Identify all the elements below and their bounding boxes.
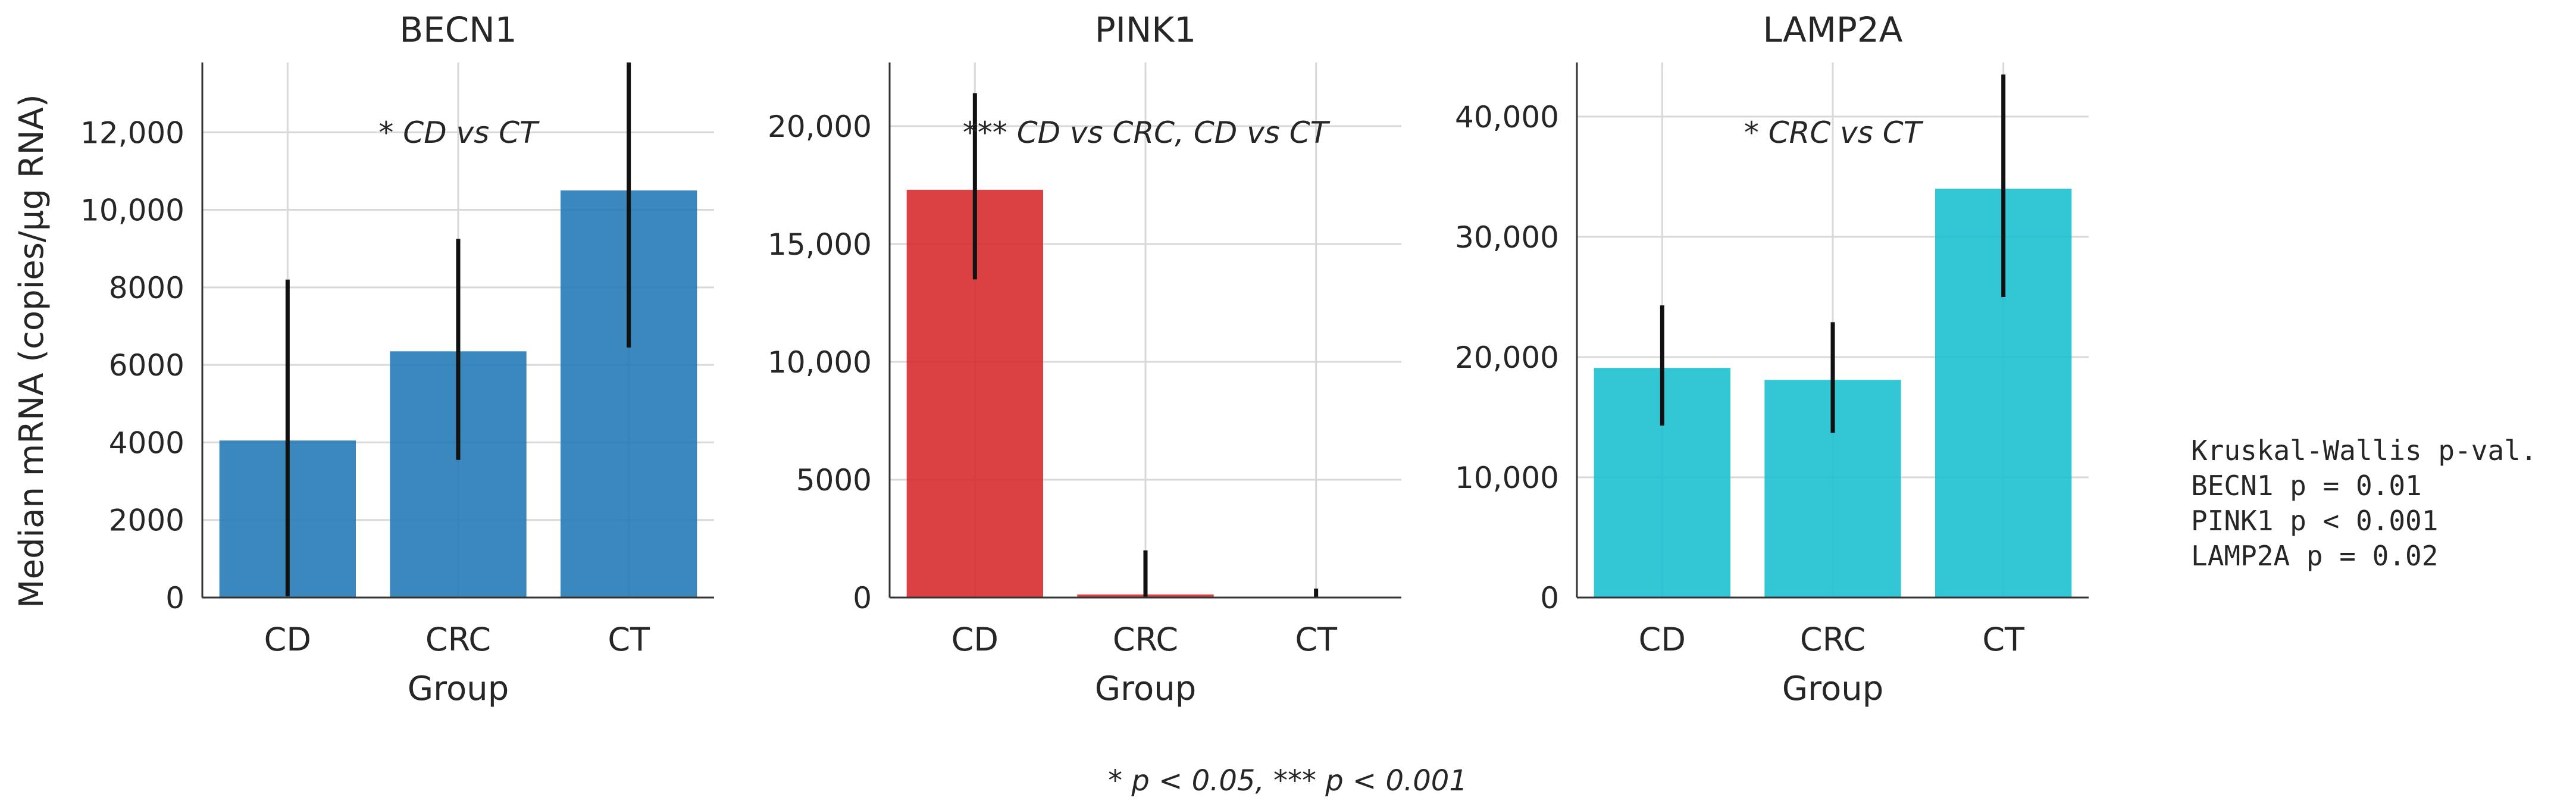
x-tick-label: CD <box>264 621 311 658</box>
y-tick-label: 30,000 <box>1455 220 1559 255</box>
significance-annotation: * CRC vs CT <box>1744 115 1924 150</box>
stats-box: Kruskal-Wallis p-val. BECN1 p = 0.01 PIN… <box>2191 434 2537 572</box>
footnote: * p < 0.05, *** p < 0.001 <box>1108 764 1467 798</box>
x-tick-label: CD <box>951 621 999 658</box>
panel-lamp2a: 0 10,000 20,000 30,000 40,000 CD CRC CT Group LAM… <box>1455 10 2089 708</box>
y-tick-label: 6000 <box>109 348 184 383</box>
y-tick-label: 10,000 <box>80 193 184 228</box>
x-tick-label: CRC <box>1113 621 1178 658</box>
y-tick-label: 0 <box>165 581 184 615</box>
y-tick-label: 4000 <box>109 426 184 460</box>
y-tick-label: 20,000 <box>1455 340 1559 375</box>
panel-title: BECN1 <box>399 10 517 50</box>
stats-line: BECN1 p = 0.01 <box>2191 470 2422 502</box>
stats-line: Kruskal-Wallis p-val. <box>2191 434 2537 467</box>
x-axis-label: Group <box>1782 670 1884 708</box>
significance-annotation: * CD vs CT <box>378 115 540 150</box>
panel-title: PINK1 <box>1095 10 1196 50</box>
panel-title: LAMP2A <box>1763 10 1903 50</box>
x-tick-label: CT <box>608 621 650 658</box>
x-tick-label: CD <box>1639 621 1686 658</box>
x-axis-label: Group <box>1095 670 1197 708</box>
y-tick-label: 40,000 <box>1455 100 1559 135</box>
panels: 0 2000 4000 6000 8000 10,000 12,000 CD CRC CT Grou… <box>80 10 2089 708</box>
y-tick-label: 12,000 <box>80 115 184 150</box>
y-tick-label: 10,000 <box>1455 461 1559 495</box>
y-tick-label: 0 <box>1540 581 1559 615</box>
x-axis-label: Group <box>408 670 509 708</box>
y-tick-label: 10,000 <box>768 345 872 380</box>
x-tick-label: CT <box>1982 621 2025 658</box>
x-tick-label: CRC <box>1800 621 1866 658</box>
y-tick-label: 0 <box>853 581 872 615</box>
y-tick-label: 8000 <box>109 271 184 305</box>
stats-line: LAMP2A p = 0.02 <box>2191 540 2438 572</box>
stats-line: PINK1 p < 0.001 <box>2191 505 2438 537</box>
y-tick-label: 5000 <box>796 463 872 498</box>
x-tick-label: CRC <box>425 621 491 658</box>
x-tick-label: CT <box>1295 621 1338 658</box>
panel-becn1: 0 2000 4000 6000 8000 10,000 12,000 CD CRC CT Grou… <box>80 10 714 708</box>
y-tick-label: 15,000 <box>768 227 872 262</box>
y-tick-label: 20,000 <box>768 110 872 144</box>
significance-annotation: *** CD vs CRC, CD vs CT <box>963 115 1331 150</box>
y-axis-label: Median mRNA (copies/µg RNA) <box>12 94 51 608</box>
y-tick-label: 2000 <box>109 503 184 538</box>
panel-pink1: 0 5000 10,000 15,000 20,000 CD CRC CT Group PINK1… <box>768 10 1401 708</box>
